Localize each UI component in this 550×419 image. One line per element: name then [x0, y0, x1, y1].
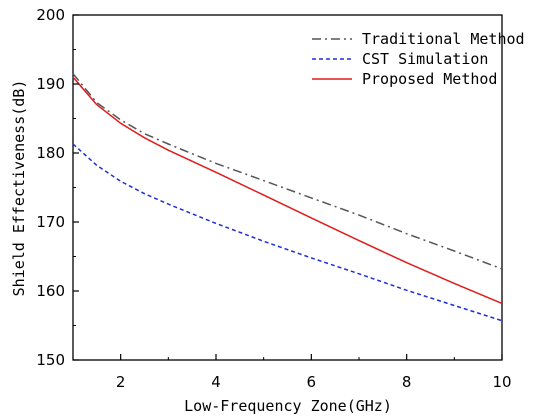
series-line-cst-simulation	[72, 143, 503, 322]
legend-label: Proposed Method	[362, 70, 497, 88]
x-tick-label: 6	[307, 373, 317, 391]
series-line-traditional-method	[72, 73, 503, 270]
y-tick-label: 170	[36, 213, 65, 231]
x-tick-label: 4	[211, 373, 221, 391]
series-line-proposed-method	[72, 76, 503, 305]
x-tick-label: 2	[116, 373, 126, 391]
y-tick-label: 160	[36, 282, 65, 300]
y-tick-label: 190	[36, 75, 65, 93]
x-tick-label: 10	[492, 373, 511, 391]
x-axis-ticks: 2 4 6 8 10	[116, 354, 512, 391]
y-tick-label: 180	[36, 144, 65, 162]
y-axis-title: Shield Effectiveness(dB)	[10, 80, 28, 297]
legend-label: Traditional Method	[362, 30, 525, 48]
y-tick-label: 200	[36, 6, 65, 24]
legend: Traditional Method CST Simulation Proposed…	[312, 30, 525, 88]
legend-label: CST Simulation	[362, 50, 488, 68]
x-axis-title: Low-Frequency Zone(GHz)	[184, 397, 392, 415]
y-tick-label: 150	[36, 351, 65, 369]
y-axis-ticks: 150 160 170 180 190 200	[36, 6, 79, 369]
x-tick-label: 8	[402, 373, 412, 391]
